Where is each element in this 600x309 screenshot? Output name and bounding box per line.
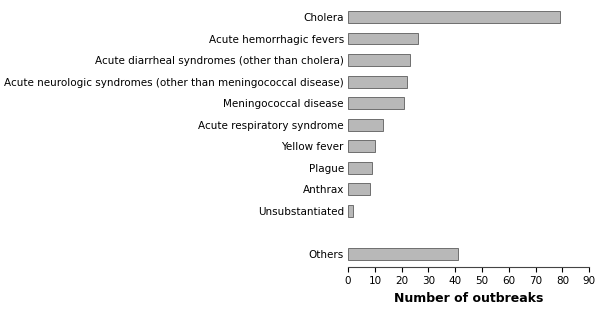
Bar xyxy=(348,119,383,130)
Bar xyxy=(348,97,404,109)
X-axis label: Number of outbreaks: Number of outbreaks xyxy=(394,292,544,305)
Bar xyxy=(348,76,407,87)
Bar xyxy=(348,54,410,66)
Bar xyxy=(348,140,375,152)
Bar xyxy=(348,248,458,260)
Bar xyxy=(348,33,418,44)
Bar xyxy=(348,183,370,195)
Bar xyxy=(348,205,353,217)
Bar xyxy=(348,11,560,23)
Bar xyxy=(348,162,372,174)
